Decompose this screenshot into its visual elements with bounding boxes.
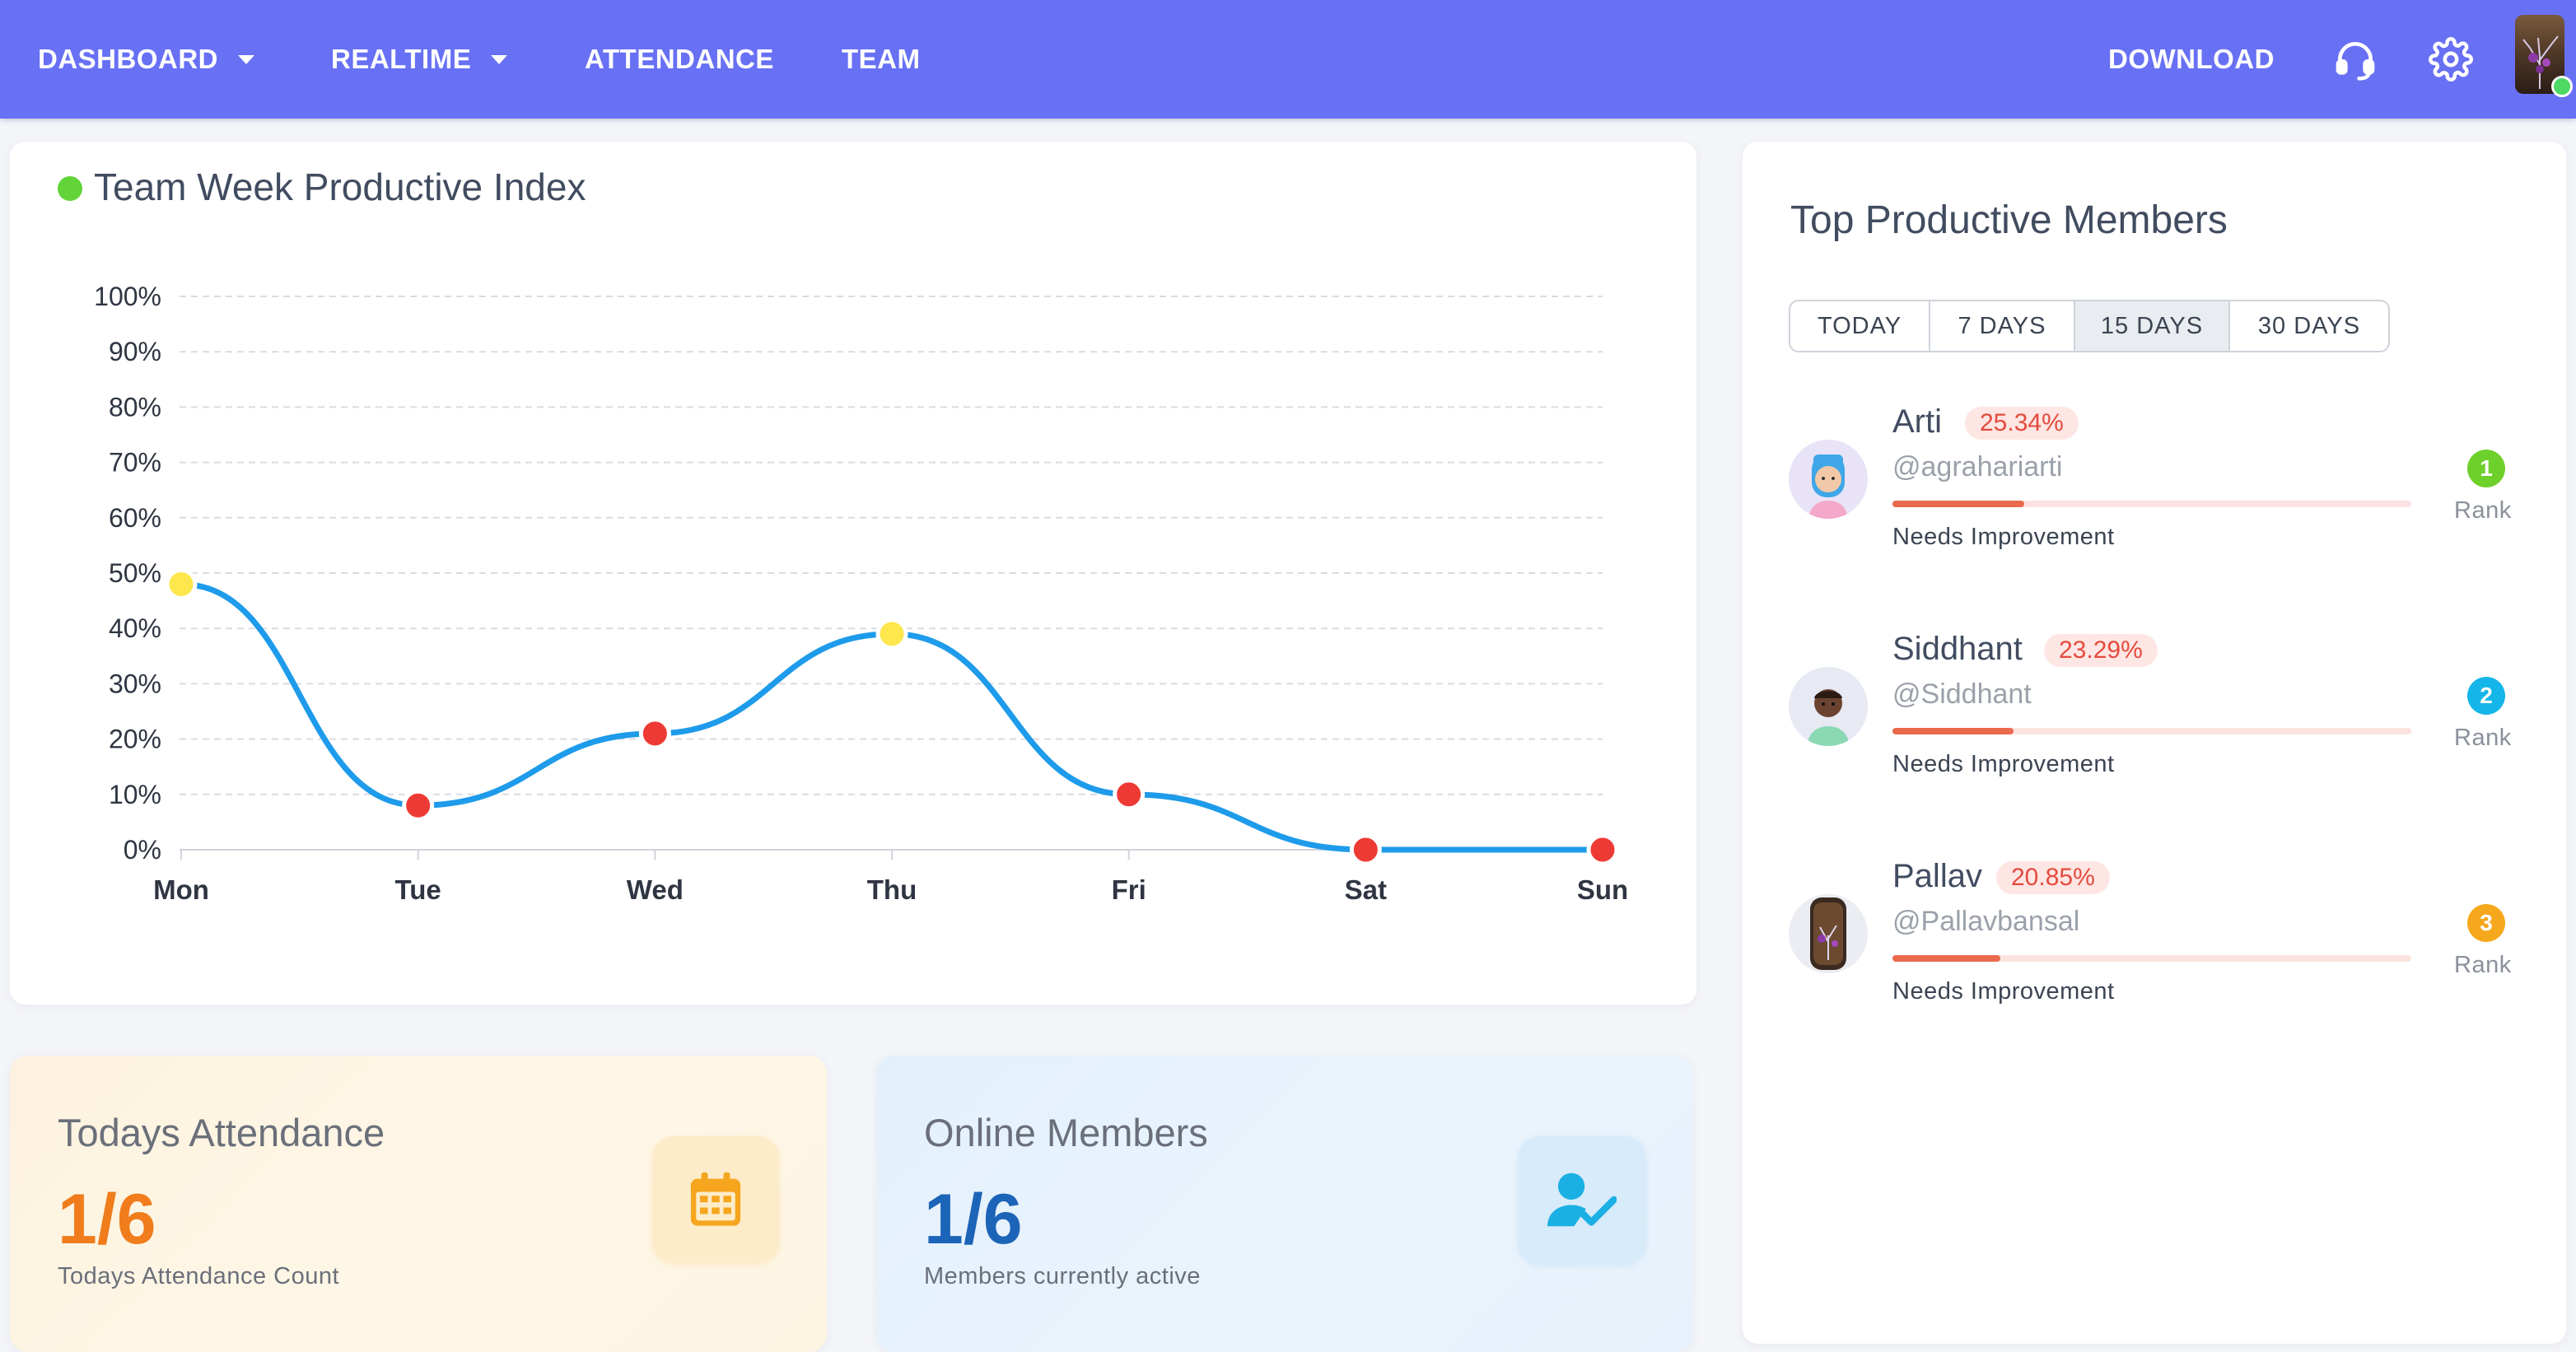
tab-7-days[interactable]: 7 DAYS bbox=[1930, 301, 2075, 351]
data-point bbox=[875, 618, 908, 650]
rank-badge: 3 bbox=[2467, 904, 2505, 942]
tab-15-days[interactable]: 15 DAYS bbox=[2075, 301, 2230, 351]
attendance-subtitle: Todays Attendance Count bbox=[58, 1263, 340, 1289]
data-point bbox=[638, 717, 671, 750]
tab-today[interactable]: TODAY bbox=[1790, 301, 1930, 351]
y-tick-label: 100% bbox=[94, 282, 161, 311]
rank-label: Rank bbox=[2454, 952, 2512, 978]
rank-badge: 1 bbox=[2467, 450, 2505, 487]
member-percent-badge: 25.34% bbox=[1965, 407, 2079, 440]
y-tick-label: 20% bbox=[109, 725, 161, 754]
member-handle: @Siddhant bbox=[1892, 678, 2032, 710]
nav-team[interactable]: TEAM bbox=[842, 0, 921, 119]
nav-realtime[interactable]: REALTIME bbox=[331, 0, 508, 119]
tab-30-days-label: 30 DAYS bbox=[2257, 312, 2361, 339]
rank-label: Rank bbox=[2454, 725, 2512, 751]
data-point bbox=[1349, 833, 1382, 866]
download-label: DOWNLOAD bbox=[2108, 44, 2275, 74]
nav-realtime-label: REALTIME bbox=[331, 44, 472, 74]
member-avatar bbox=[1789, 667, 1868, 746]
status-indicator-dot bbox=[58, 176, 82, 201]
x-tick-label: Sun bbox=[1577, 874, 1628, 905]
member-card-arti[interactable]: Arti 25.34% @agrahariarti Needs Improvem… bbox=[1789, 403, 2538, 585]
nav-attendance-label: ATTENDANCE bbox=[585, 44, 774, 74]
x-tick-label: Thu bbox=[867, 874, 917, 905]
x-tick-label: Fri bbox=[1112, 874, 1146, 905]
member-name: Arti bbox=[1892, 403, 1942, 440]
series-line bbox=[178, 580, 1606, 853]
productivity-line-chart: 0% 10% 20% 30% 40% 50% 60% 70% 80% 90% 100% Mon Tue W… bbox=[94, 282, 1628, 905]
todays-attendance-card[interactable]: Todays Attendance 1/6 Todays Attendance … bbox=[10, 1056, 827, 1352]
member-name: Pallav bbox=[1892, 858, 1982, 894]
gear-icon[interactable] bbox=[2423, 31, 2479, 87]
member-handle: @agrahariarti bbox=[1892, 451, 2063, 483]
user-check-icon bbox=[1519, 1136, 1645, 1263]
x-tick-label: Mon bbox=[153, 874, 209, 905]
tab-7-days-label: 7 DAYS bbox=[1958, 312, 2046, 339]
online-count: 1/6 bbox=[924, 1180, 1023, 1259]
x-tick-label: Tue bbox=[395, 874, 441, 905]
online-title: Online Members bbox=[924, 1111, 1208, 1154]
online-status-dot bbox=[2551, 76, 2573, 97]
member-progress-track bbox=[1892, 501, 2411, 507]
online-members-card[interactable]: Online Members 1/6 Members currently act… bbox=[876, 1056, 1693, 1352]
data-point bbox=[1113, 778, 1146, 811]
attendance-title: Todays Attendance bbox=[58, 1111, 385, 1154]
member-progress-fill bbox=[1892, 728, 2014, 734]
y-tick-label: 60% bbox=[109, 503, 161, 533]
chevron-down-icon bbox=[238, 54, 254, 64]
data-point bbox=[1586, 833, 1619, 866]
data-point bbox=[165, 567, 198, 600]
x-tick-label: Wed bbox=[627, 874, 684, 905]
nav-dashboard[interactable]: DASHBOARD bbox=[38, 0, 254, 119]
member-status: Needs Improvement bbox=[1892, 978, 2115, 1005]
chart-title: Team Week Productive Index bbox=[94, 166, 586, 208]
nav-team-label: TEAM bbox=[842, 44, 921, 74]
member-status: Needs Improvement bbox=[1892, 751, 2115, 777]
top-members-title: Top Productive Members bbox=[1790, 198, 2228, 242]
member-avatar bbox=[1789, 894, 1868, 973]
member-card-siddhant[interactable]: Siddhant 23.29% @Siddhant Needs Improvem… bbox=[1789, 631, 2538, 812]
calendar-icon bbox=[652, 1136, 779, 1263]
y-tick-label: 0% bbox=[124, 835, 161, 865]
y-tick-label: 70% bbox=[109, 448, 161, 478]
y-tick-label: 80% bbox=[109, 392, 161, 422]
member-name: Siddhant bbox=[1892, 631, 2023, 667]
avatar-photo bbox=[2522, 35, 2559, 89]
tab-15-days-label: 15 DAYS bbox=[2100, 312, 2204, 339]
data-point bbox=[402, 789, 435, 822]
nav-dashboard-label: DASHBOARD bbox=[38, 44, 218, 74]
rank-label: Rank bbox=[2454, 497, 2512, 524]
y-tick-label: 90% bbox=[109, 337, 161, 366]
tab-30-days[interactable]: 30 DAYS bbox=[2230, 301, 2388, 351]
member-progress-track bbox=[1892, 728, 2411, 734]
member-progress-fill bbox=[1892, 501, 2024, 507]
y-tick-label: 40% bbox=[109, 613, 161, 643]
y-tick-label: 10% bbox=[109, 780, 161, 809]
y-tick-label: 50% bbox=[109, 558, 161, 588]
nav-attendance[interactable]: ATTENDANCE bbox=[585, 0, 774, 119]
chevron-down-icon bbox=[491, 54, 508, 64]
member-percent-badge: 20.85% bbox=[1996, 861, 2110, 894]
member-percent-badge: 23.29% bbox=[2044, 634, 2158, 667]
top-navigation-bar: DASHBOARD REALTIME ATTENDANCE TEAM DOWNL… bbox=[0, 0, 2576, 119]
online-subtitle: Members currently active bbox=[924, 1263, 1201, 1289]
attendance-count: 1/6 bbox=[58, 1180, 156, 1259]
member-progress-fill bbox=[1892, 955, 2001, 962]
member-avatar bbox=[1789, 440, 1868, 519]
user-avatar[interactable] bbox=[2515, 15, 2573, 97]
tab-today-label: TODAY bbox=[1817, 312, 1902, 339]
member-handle: @Pallavbansal bbox=[1892, 906, 2080, 937]
x-tick-label: Sat bbox=[1345, 874, 1387, 905]
headset-icon[interactable] bbox=[2327, 31, 2383, 87]
member-card-pallav[interactable]: Pallav 20.85% @Pallavbansal Needs Improv… bbox=[1789, 858, 2538, 1039]
period-tabs: TODAY 7 DAYS 15 DAYS 30 DAYS bbox=[1789, 300, 2390, 352]
member-progress-track bbox=[1892, 955, 2411, 962]
y-tick-label: 30% bbox=[109, 669, 161, 698]
rank-badge: 2 bbox=[2467, 677, 2505, 715]
download-button[interactable]: DOWNLOAD bbox=[2108, 0, 2275, 119]
member-status: Needs Improvement bbox=[1892, 524, 2115, 550]
